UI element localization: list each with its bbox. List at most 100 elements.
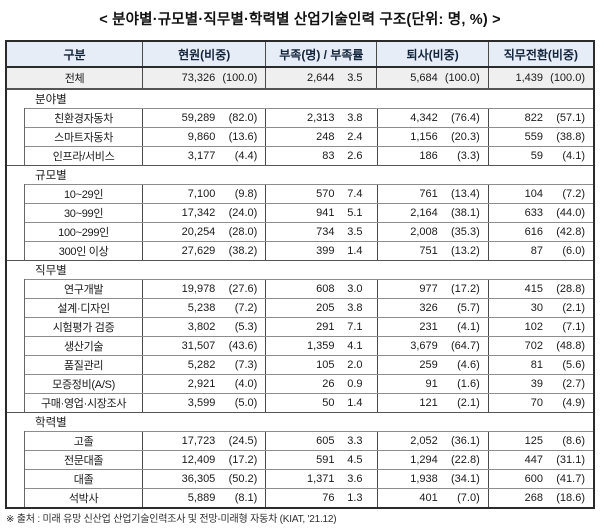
row-label: 생산기술 — [25, 337, 144, 355]
value-number: 401 — [419, 492, 438, 504]
value-percent: (13.2) — [451, 245, 480, 257]
table-row: 30~99인 17,342 (24.0) 941 5.1 2,164 (38.1) 633 (4… — [25, 203, 593, 222]
value-number: 59 — [530, 150, 544, 162]
value-number: 4,342 — [410, 112, 438, 124]
value-percent: 3.5 — [347, 72, 363, 84]
value-percent: (82.0) — [228, 112, 258, 124]
value-cell: 2,313 3.8 — [266, 109, 378, 127]
value-cell: 205 3.8 — [266, 299, 378, 317]
row-label: 대졸 — [25, 470, 144, 488]
value-number: 3,177 — [187, 150, 216, 162]
value-percent: (28.8) — [556, 283, 586, 295]
value-percent: (42.8) — [556, 226, 586, 238]
value-percent: (100.0) — [550, 72, 586, 84]
value-percent: (7.3) — [234, 359, 258, 371]
value-cell: 633 (44.0) — [489, 204, 593, 222]
value-number: 570 — [316, 188, 335, 200]
value-cell: 9,860 (13.6) — [143, 128, 267, 146]
value-cell: 12,409 (17.2) — [143, 451, 267, 469]
value-number: 121 — [419, 397, 438, 409]
value-number: 2,052 — [410, 435, 438, 447]
value-cell: 27,629 (38.2) — [143, 242, 267, 260]
value-cell: 83 2.6 — [266, 147, 378, 165]
row-label: 30~99인 — [25, 204, 144, 222]
value-number: 83 — [322, 150, 335, 162]
table-row: 고졸 17,723 (24.5) 605 3.3 2,052 (36.1) 125 (8.6) — [25, 431, 593, 450]
value-number: 2,313 — [307, 112, 335, 124]
value-number: 941 — [316, 207, 335, 219]
value-number: 7,100 — [187, 188, 216, 200]
value-cell: 91 (1.6) — [378, 375, 489, 393]
table-row: 스마트자동차 9,860 (13.6) 248 2.4 1,156 (20.3) 559 (38… — [25, 127, 593, 146]
row-label: 구매·영업·시장조사 — [25, 394, 144, 412]
value-number: 73,326 — [181, 72, 216, 84]
table-row: 대졸 36,305 (50.2) 1,371 3.6 1,938 (34.1) 600 (41.… — [25, 469, 593, 488]
value-cell: 17,723 (24.5) — [143, 432, 267, 450]
value-percent: (2.1) — [457, 397, 480, 409]
value-number: 616 — [524, 226, 544, 238]
row-label: 설계·디자인 — [25, 299, 144, 317]
value-cell: 2,921 (4.0) — [143, 375, 267, 393]
value-percent: (18.6) — [556, 492, 586, 504]
value-cell: 401 (7.0) — [378, 489, 489, 507]
value-percent: 7.1 — [347, 321, 363, 333]
value-cell: 447 (31.1) — [489, 451, 593, 469]
value-cell: 600 (41.7) — [489, 470, 593, 488]
value-cell: 1,439 (100.0) — [489, 68, 593, 88]
value-cell: 734 3.5 — [266, 223, 378, 241]
value-cell: 1,294 (22.8) — [378, 451, 489, 469]
value-number: 2,008 — [410, 226, 438, 238]
value-cell: 20,254 (28.0) — [143, 223, 267, 241]
value-percent: (9.8) — [234, 188, 258, 200]
value-number: 104 — [524, 188, 544, 200]
row-label: 모증정비(A/S) — [25, 375, 144, 393]
value-cell: 591 4.5 — [266, 451, 378, 469]
value-percent: (5.6) — [562, 359, 586, 371]
value-number: 205 — [316, 302, 335, 314]
value-cell: 70 (4.9) — [489, 394, 593, 412]
value-percent: (22.8) — [451, 454, 480, 466]
value-number: 3,802 — [187, 321, 216, 333]
value-number: 19,978 — [181, 283, 216, 295]
value-cell: 59 (4.1) — [489, 147, 593, 165]
value-cell: 7,100 (9.8) — [143, 185, 267, 203]
value-cell: 702 (48.8) — [489, 337, 593, 355]
value-cell: 19,978 (27.6) — [143, 280, 267, 298]
value-percent: 2.0 — [347, 359, 363, 371]
value-cell: 259 (4.6) — [378, 356, 489, 374]
value-percent: (2.7) — [562, 378, 586, 390]
value-percent: (4.4) — [234, 150, 258, 162]
value-number: 2,644 — [306, 72, 335, 84]
value-cell: 2,052 (36.1) — [378, 432, 489, 450]
value-number: 31,507 — [181, 340, 216, 352]
value-cell: 1,359 4.1 — [266, 337, 378, 355]
value-percent: (31.1) — [556, 454, 586, 466]
table-section: 직무별 연구개발 19,978 (27.6) 608 3.0 977 (17.2) 415 (28… — [7, 260, 593, 412]
value-cell: 36,305 (50.2) — [143, 470, 267, 488]
value-cell: 248 2.4 — [266, 128, 378, 146]
header-cell: 구분 — [7, 42, 144, 66]
table-section: 분야별 친환경자동차 59,289 (82.0) 2,313 3.8 4,342 (76.4)… — [7, 89, 593, 165]
value-cell: 751 (13.2) — [378, 242, 489, 260]
value-cell: 5,684 (100.0) — [377, 68, 489, 88]
value-number: 39 — [530, 378, 544, 390]
value-percent: 1.3 — [347, 492, 363, 504]
value-cell: 559 (38.8) — [489, 128, 593, 146]
value-cell: 81 (5.6) — [489, 356, 593, 374]
value-number: 59,289 — [181, 112, 216, 124]
value-number: 26 — [322, 378, 335, 390]
value-percent: (34.1) — [451, 473, 480, 485]
value-cell: 87 (6.0) — [489, 242, 593, 260]
value-number: 1,371 — [307, 473, 335, 485]
value-cell: 415 (28.8) — [489, 280, 593, 298]
value-percent: 3.5 — [347, 226, 363, 238]
value-cell: 104 (7.2) — [489, 185, 593, 203]
value-cell: 4,342 (76.4) — [378, 109, 489, 127]
value-number: 608 — [316, 283, 335, 295]
value-number: 1,294 — [410, 454, 438, 466]
row-label: 100~299인 — [25, 223, 144, 241]
table-row: 구매·영업·시장조사 3,599 (5.0) 50 1.4 121 (2.1) 70 (4.9) — [25, 393, 593, 412]
value-percent: (7.1) — [562, 321, 586, 333]
value-percent: (3.3) — [457, 150, 480, 162]
